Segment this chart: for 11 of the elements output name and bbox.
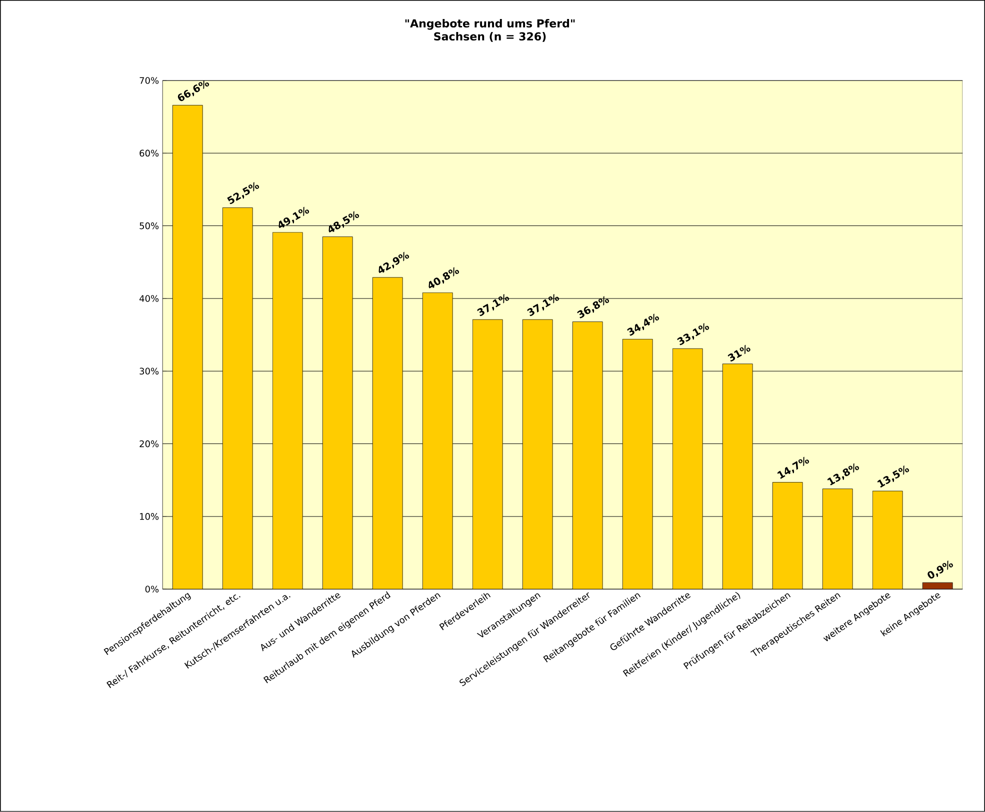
chart-title: "Angebote rund ums Pferd": [405, 19, 575, 30]
y-tick-label: 60%: [140, 150, 159, 157]
y-tick-label: 70%: [140, 77, 159, 84]
y-tick-label: 20%: [140, 440, 159, 448]
y-tick-label: 50%: [140, 222, 159, 230]
y-tick-label: 40%: [139, 295, 159, 302]
y-tick-label: 30%: [140, 368, 159, 375]
chart-subtitle: Sachsen (n = 326): [434, 32, 546, 42]
y-tick-label: 10%: [140, 513, 159, 520]
y-tick-label: 0%: [145, 586, 159, 593]
data-label: 31%: [728, 344, 750, 362]
